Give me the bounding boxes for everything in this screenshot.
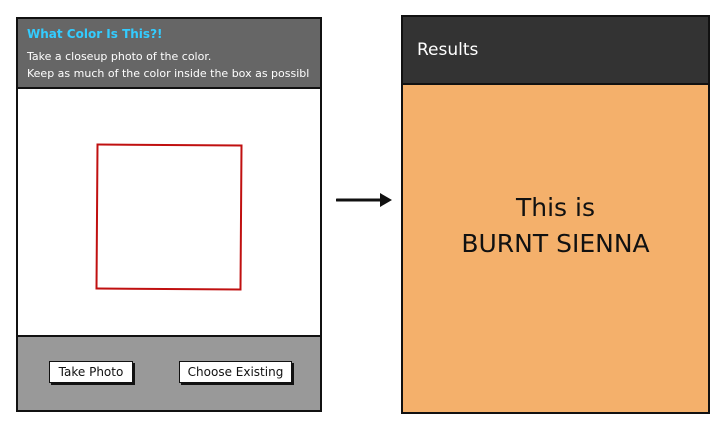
result-color-swatch: This is BURNT SIENNA [403,85,708,412]
choose-existing-button[interactable]: Choose Existing [179,361,292,383]
result-color-name: BURNT SIENNA [461,228,650,258]
app-title: What Color Is This?! [27,27,163,41]
instruction-line-1: Take a closeup photo of the color. [27,50,212,63]
capture-footer: Take Photo Choose Existing [18,335,320,410]
instruction-line-2: Keep as much of the color inside the box… [27,67,310,80]
result-text-line-1: This is [515,192,595,222]
camera-viewfinder[interactable] [18,89,320,339]
color-target-box [95,143,243,291]
take-photo-button[interactable]: Take Photo [49,361,133,383]
capture-screen: What Color Is This?! Take a closeup phot… [16,17,322,412]
results-header: Results [403,17,708,85]
right-arrow-icon [336,193,392,207]
results-screen: Results This is BURNT SIENNA [401,15,710,414]
results-title: Results [417,40,479,60]
capture-header: What Color Is This?! Take a closeup phot… [18,19,320,89]
